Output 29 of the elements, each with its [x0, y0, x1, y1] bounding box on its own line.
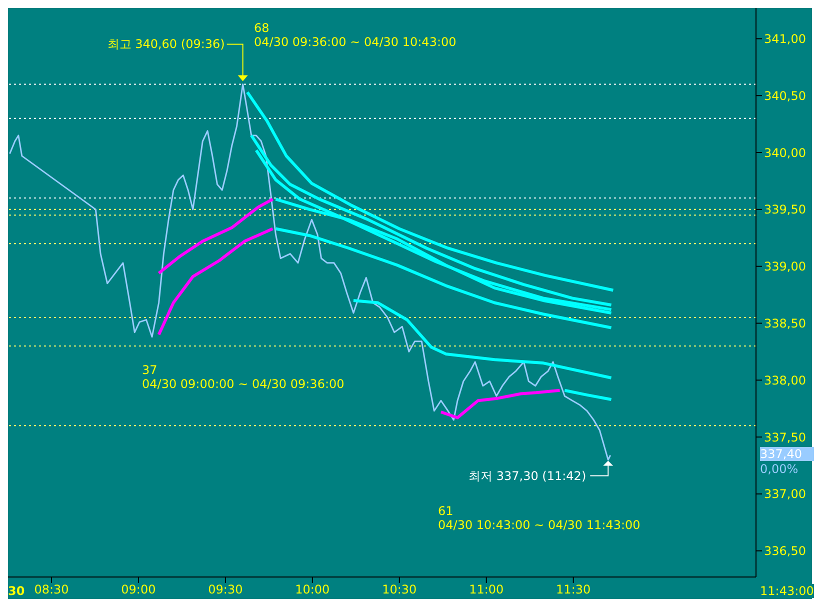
annotation: 04/30 09:00:00 ~ 04/30 09:36:00 [142, 377, 344, 391]
y-tick-label: 339,00 [764, 260, 806, 274]
y-tick-label: 337,50 [764, 430, 806, 444]
x-tick-label: 09:30 [208, 582, 243, 597]
annotation: 61 [438, 504, 454, 518]
y-tick-label: 338,50 [764, 316, 806, 330]
x-tick-label: 10:30 [382, 582, 417, 597]
x-tick-label: 09:00 [121, 582, 156, 597]
y-tick-label: 337,00 [764, 487, 806, 502]
text: 11:43:00 [760, 584, 814, 598]
annotation: 최고 340,60 (09:36) [107, 37, 225, 52]
annotation: 68 [254, 21, 270, 35]
annotation: 04/30 10:43:00 ~ 04/30 11:43:00 [438, 518, 640, 532]
y-tick-label: 336,50 [764, 544, 806, 558]
y-tick-label: 340,50 [764, 88, 806, 103]
y-tick-label: 338,00 [764, 373, 806, 388]
y-tick-label: 340,00 [764, 146, 806, 160]
annotation: 최저 337,30 (11:42) [468, 468, 586, 483]
x-tick-label: 11:00 [469, 582, 504, 597]
annotation: 04/30 09:36:00 ~ 04/30 10:43:00 [254, 35, 456, 49]
x-tick-label: 08:30 [34, 582, 69, 597]
x-tick-label: 10:00 [295, 582, 330, 597]
text: 337,40 [760, 447, 814, 461]
text: 30 [8, 584, 25, 598]
text: 0,00% [760, 462, 798, 476]
y-tick-label: 341,00 [764, 32, 806, 46]
annotation: 37 [142, 363, 158, 377]
y-tick-label: 339,50 [764, 202, 806, 217]
x-tick-label: 11:30 [556, 582, 591, 597]
